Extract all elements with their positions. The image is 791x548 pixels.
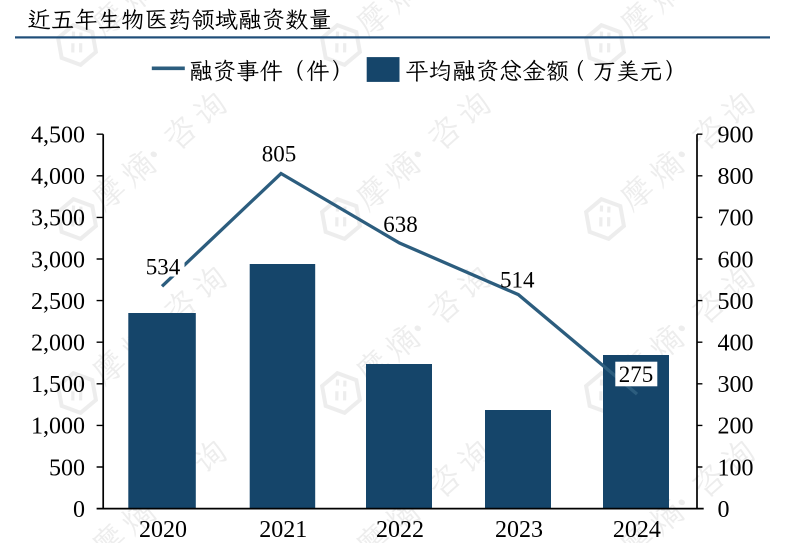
svg-text:400: 400	[718, 331, 754, 357]
svg-text:300: 300	[718, 372, 754, 398]
svg-text:2023: 2023	[495, 517, 543, 543]
svg-text:600: 600	[718, 247, 754, 273]
svg-text:900: 900	[718, 123, 754, 149]
svg-text:2022: 2022	[376, 517, 424, 543]
svg-text:700: 700	[718, 206, 754, 232]
svg-text:514: 514	[500, 268, 535, 293]
svg-text:0: 0	[718, 497, 730, 523]
svg-text:0: 0	[73, 497, 85, 523]
svg-text:2,000: 2,000	[31, 331, 85, 357]
svg-text:2024: 2024	[613, 517, 661, 543]
svg-text:4,000: 4,000	[31, 164, 85, 190]
svg-text:275: 275	[619, 362, 654, 387]
svg-text:2,500: 2,500	[31, 289, 85, 315]
svg-text:2021: 2021	[259, 517, 307, 543]
svg-text:800: 800	[718, 164, 754, 190]
svg-text:805: 805	[262, 141, 297, 166]
svg-text:534: 534	[146, 254, 181, 279]
svg-text:4,500: 4,500	[31, 123, 85, 149]
svg-text:3,500: 3,500	[31, 206, 85, 232]
svg-text:1,500: 1,500	[31, 372, 85, 398]
svg-text:1,000: 1,000	[31, 414, 85, 440]
svg-text:200: 200	[718, 414, 754, 440]
svg-text:2020: 2020	[139, 517, 187, 543]
svg-text:500: 500	[718, 289, 754, 315]
svg-text:100: 100	[718, 455, 754, 481]
svg-text:3,000: 3,000	[31, 247, 85, 273]
svg-text:638: 638	[383, 212, 418, 237]
svg-text:500: 500	[49, 455, 85, 481]
